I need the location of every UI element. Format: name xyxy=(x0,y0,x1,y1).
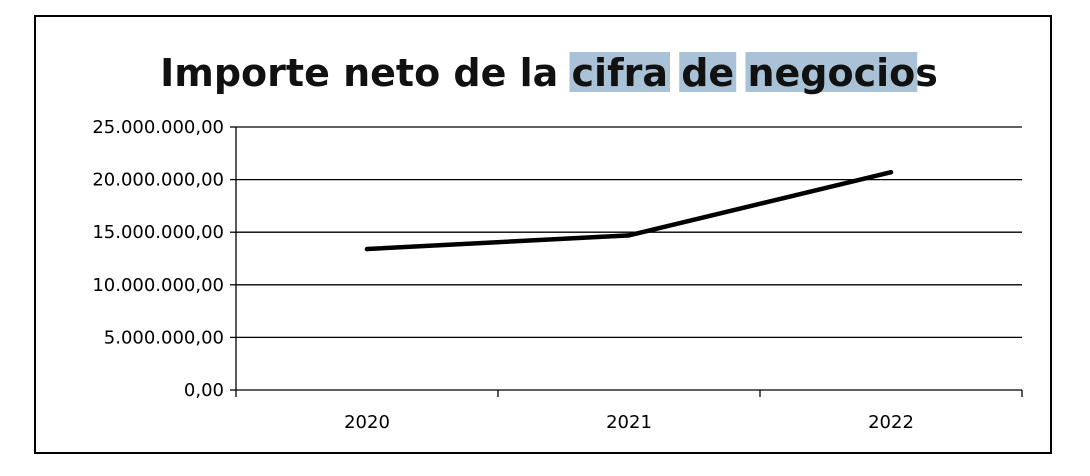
y-tick-label: 25.000.000,00 xyxy=(92,117,224,138)
y-tick-label: 15.000.000,00 xyxy=(92,222,224,243)
x-tick-label: 2020 xyxy=(344,412,390,433)
data-point xyxy=(888,170,894,175)
title-segment: s xyxy=(915,51,938,95)
x-tick-label: 2022 xyxy=(868,412,914,433)
x-tick-label: 2021 xyxy=(606,412,652,433)
y-tick-label: 20.000.000,00 xyxy=(92,170,224,191)
data-point xyxy=(364,246,370,252)
title-highlight-box xyxy=(679,52,737,92)
title-segment xyxy=(668,51,681,95)
y-tick-label: 0,00 xyxy=(184,380,224,401)
grid-lines xyxy=(230,126,1022,391)
title-segment xyxy=(734,51,747,95)
axes xyxy=(235,127,1023,397)
chart-title-group xyxy=(569,52,918,92)
x-tick-labels: 2020 2021 2022 xyxy=(344,412,914,433)
series-group xyxy=(364,169,894,252)
y-tick-label: 5.000.000,00 xyxy=(104,327,224,348)
y-tick-label: 10.000.000,00 xyxy=(92,275,224,296)
title-segment: Importe neto de la xyxy=(160,51,571,95)
title-highlight-box xyxy=(745,52,918,92)
y-tick-labels: 0,00 5.000.000,00 10.000.000,00 15.000.000,… xyxy=(92,117,224,401)
data-point xyxy=(626,233,632,238)
title-highlighted-segment: negocio xyxy=(747,51,915,95)
title-highlighted-segment: cifra xyxy=(572,51,668,95)
chart-title: Importe neto de la cifra de negocios xyxy=(160,51,938,95)
title-highlight-box xyxy=(569,52,670,92)
title-highlighted-segment: de xyxy=(681,51,734,95)
